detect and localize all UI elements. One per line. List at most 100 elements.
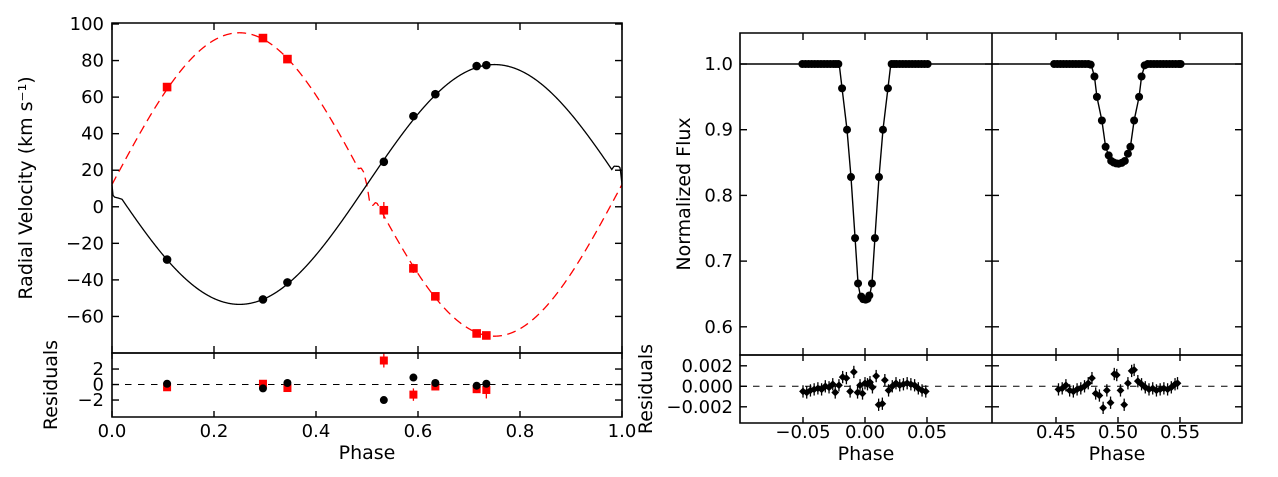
lc-data-point <box>875 173 884 182</box>
lc-residual-point <box>1163 385 1172 394</box>
lc-flux-axes-box <box>739 32 1243 356</box>
lc-residual-point <box>1124 379 1132 388</box>
x-tick-label: 1.0 <box>608 421 637 442</box>
lc-residual-point <box>1120 400 1129 409</box>
flux-y-axis-label: Normalized Flux <box>673 117 695 270</box>
rv-data-point-primary <box>472 61 481 71</box>
lc-residual-point <box>842 374 851 383</box>
rv-residual-point-primary <box>379 396 388 405</box>
rv-data-point-primary <box>162 255 172 264</box>
residual-y-tick-label: 2 <box>93 359 104 380</box>
x-tick-label: 0.6 <box>404 421 433 442</box>
lc-residual-point <box>846 387 855 396</box>
lc-residual-point <box>856 381 864 390</box>
rv-residual-point-secondary <box>482 385 491 394</box>
lc-data-point <box>843 125 852 134</box>
lc-data-point <box>834 60 843 69</box>
rv-data-point-primary <box>258 295 268 304</box>
lc-data-point <box>1097 116 1106 125</box>
rv-residual-point-primary <box>163 379 172 388</box>
lc-residual-point <box>835 381 843 390</box>
residual-y-tick-label: −0.002 <box>666 397 733 418</box>
rv-data-point-primary <box>283 278 292 287</box>
lc-residual-point <box>1137 380 1146 389</box>
lc-data-point <box>870 234 879 243</box>
lc-residual-point <box>1099 403 1108 412</box>
lc-residual-point <box>858 389 867 398</box>
lc-residual-point <box>1106 398 1115 407</box>
rv-residual-point-secondary <box>379 356 388 365</box>
lc-data-point <box>1130 116 1139 125</box>
rv-x-axis-label: Phase <box>339 442 396 464</box>
lc-residual-point <box>831 388 840 397</box>
lc-residual-point <box>1167 383 1176 392</box>
rv-residual-point-secondary <box>258 379 267 388</box>
x-tick-label: 0.05 <box>907 422 947 443</box>
lc-residual-point <box>1116 386 1125 395</box>
rv-data-point-secondary <box>431 292 440 301</box>
lc-residual-point <box>1088 374 1096 383</box>
lc-figure: −0.05 0.00 0.05 Phase 0.45 0.50 0.55 Phase 1.0 0.… <box>635 32 1243 465</box>
x-tick-label: 0.00 <box>845 422 885 443</box>
lc-residual-point <box>1156 385 1165 394</box>
lc-data-point <box>838 84 847 93</box>
lc-data-point <box>1135 92 1144 101</box>
rv-residual-point-primary <box>431 378 440 387</box>
rv-residual-point-secondary <box>283 384 292 393</box>
flux-y-tick-label: 0.6 <box>704 317 733 338</box>
x-tick-label: 0.45 <box>1036 422 1076 443</box>
rv-data-point-secondary <box>162 82 172 92</box>
rv-data-point-primary <box>431 89 440 99</box>
x-tick-label: 0.0 <box>98 421 127 442</box>
rv-data-point-secondary <box>409 264 418 273</box>
y-tick-label: −20 <box>66 233 104 254</box>
lc-residual-point <box>903 379 912 388</box>
lc-residual-point <box>906 380 915 389</box>
rv-residual-axis-label: Residuals <box>40 340 62 430</box>
rv-data-point-secondary <box>283 54 292 64</box>
lc-residual-point <box>892 379 900 388</box>
lc-data-point <box>1090 72 1099 81</box>
residual-y-tick-label: 0.000 <box>681 376 733 397</box>
y-tick-label: −60 <box>66 306 104 327</box>
lc-residual-point <box>863 380 872 389</box>
lc-residual-point <box>1069 387 1078 396</box>
rv-data-point-secondary <box>482 331 491 340</box>
lc-residual-point <box>849 368 858 376</box>
lc-model-curve <box>992 63 1242 165</box>
lc-data-point <box>867 279 876 288</box>
flux-y-tick-label: 0.7 <box>704 251 733 272</box>
rv-residual-point-primary <box>283 378 292 387</box>
lc-residual-point <box>1058 384 1067 393</box>
lc-residual-point <box>921 387 930 396</box>
lc-residual-point <box>1133 377 1142 386</box>
lc-residual-point <box>880 376 889 385</box>
rv-figure: 0.0 0.2 0.4 0.6 0.8 1.0100806040200−20−40−602… <box>15 14 636 464</box>
lc-residual-point <box>1073 385 1081 394</box>
rv-residual-point-primary <box>482 379 491 388</box>
lc-data-point <box>878 125 887 134</box>
lc-residual-point <box>828 380 837 389</box>
lc-residual-point <box>1065 386 1074 395</box>
lc-data-point <box>1126 142 1135 151</box>
lc-residual-point <box>838 373 847 381</box>
lc-data-point <box>923 60 932 69</box>
lc-residual-point <box>1112 371 1121 379</box>
y-tick-label: 20 <box>81 160 104 181</box>
lc-residual-point <box>1062 381 1070 390</box>
lc-x-axis-label: Phase <box>838 443 895 465</box>
y-tick-label: 60 <box>81 87 104 108</box>
rv-residual-point-primary <box>258 384 267 393</box>
lc-residual-point <box>1084 379 1093 388</box>
lc-data-point <box>854 279 863 288</box>
lc-data-point <box>883 84 892 93</box>
x-tick-label: 0.4 <box>302 421 331 442</box>
x-tick-label: 0.8 <box>506 421 535 442</box>
y-tick-label: 0 <box>93 197 104 218</box>
rv-residual-point-primary <box>472 381 481 390</box>
flux-y-tick-label: 0.8 <box>704 185 733 206</box>
lc-data-point <box>1101 142 1110 151</box>
rv-data-point-secondary <box>258 33 268 43</box>
